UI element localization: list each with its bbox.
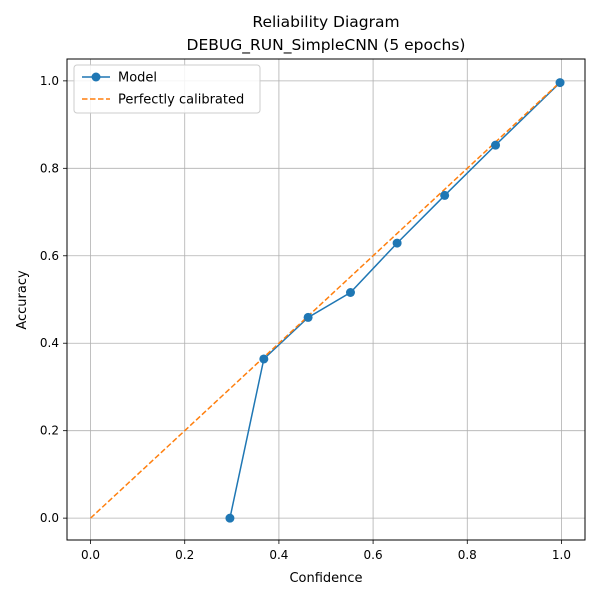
model-point bbox=[303, 312, 313, 322]
y-axis-label: Accuracy bbox=[15, 270, 30, 330]
y-tick-label: 0.0 bbox=[40, 511, 59, 525]
x-tick-label: 1.0 bbox=[552, 548, 571, 562]
model-point bbox=[440, 190, 450, 200]
y-tick-label: 0.6 bbox=[40, 249, 59, 263]
legend: Model Perfectly calibrated bbox=[73, 64, 261, 114]
chart-subtitle: DEBUG_RUN_SimpleCNN (5 epochs) bbox=[187, 36, 466, 55]
model-point bbox=[225, 513, 235, 523]
chart-title: Reliability Diagram bbox=[252, 13, 399, 31]
x-tick-label: 0.6 bbox=[364, 548, 383, 562]
y-axis: 0.0 0.2 0.4 0.6 0.8 1.0 bbox=[40, 74, 67, 525]
model-point bbox=[555, 78, 565, 88]
x-tick-label: 0.4 bbox=[269, 548, 288, 562]
x-tick-label: 0.2 bbox=[175, 548, 194, 562]
model-point bbox=[392, 238, 402, 248]
y-tick-label: 0.4 bbox=[40, 336, 59, 350]
model-line bbox=[229, 82, 561, 519]
perfectly-calibrated-line bbox=[90, 80, 562, 519]
legend-model-marker bbox=[91, 72, 101, 82]
legend-box bbox=[73, 64, 261, 114]
series-layer bbox=[90, 78, 565, 523]
legend-calibrated-label: Perfectly calibrated bbox=[118, 93, 244, 108]
plot-frame bbox=[66, 58, 586, 541]
y-tick-label: 1.0 bbox=[40, 74, 59, 88]
legend-model-label: Model bbox=[118, 71, 157, 86]
x-axis-label: Confidence bbox=[289, 571, 362, 586]
x-tick-label: 0.8 bbox=[458, 548, 477, 562]
x-tick-label: 0.0 bbox=[81, 548, 100, 562]
model-point bbox=[259, 354, 269, 364]
model-point bbox=[345, 288, 355, 298]
x-axis: 0.0 0.2 0.4 0.6 0.8 1.0 bbox=[81, 540, 571, 562]
y-tick-label: 0.2 bbox=[40, 424, 59, 438]
y-tick-label: 0.8 bbox=[40, 161, 59, 175]
model-point bbox=[491, 140, 501, 150]
